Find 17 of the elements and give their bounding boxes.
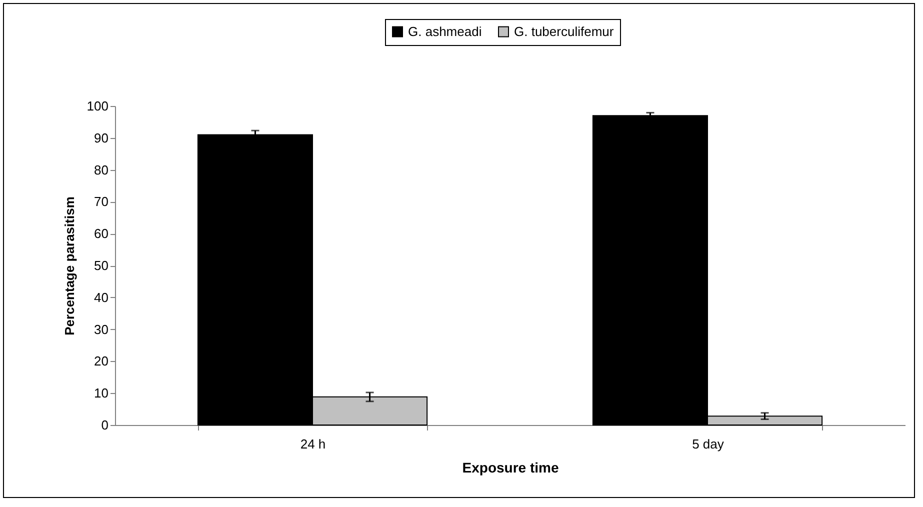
legend-label: G. tuberculifemur (514, 24, 614, 39)
y-tick-label: 70 (94, 194, 108, 210)
y-tick-label: 40 (94, 290, 108, 305)
y-tick-label: 0 (101, 418, 108, 432)
y-tick-label: 60 (94, 226, 108, 242)
y-tick-label: 10 (94, 386, 108, 401)
x-tick-label: 5 day (692, 436, 724, 452)
y-tick-label: 20 (94, 354, 108, 369)
y-tick-label: 90 (94, 130, 108, 146)
legend-label: G. ashmeadi (408, 24, 482, 39)
y-tick-label: 50 (94, 258, 108, 273)
y-axis-title: Percentage parasitism (62, 196, 77, 336)
x-tick-label: 24 h (300, 436, 326, 452)
y-tick-label: 80 (94, 162, 108, 178)
y-tick-label: 30 (94, 322, 108, 337)
y-tick-label: 100 (86, 98, 108, 114)
x-axis-title: Exposure time (462, 460, 559, 476)
